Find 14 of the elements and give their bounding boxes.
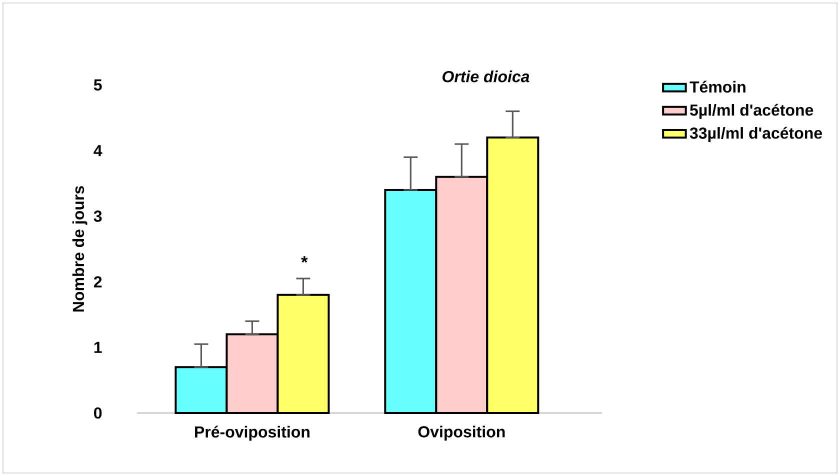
y-tick-label: 0 [94,407,102,419]
y-tick-label: 3 [94,210,102,222]
y-tick-label: 1 [94,342,102,353]
legend-label: 5µl/ml d'acétone [690,104,814,119]
annotation: * [301,256,308,263]
chart-title: Ortie dioica [442,70,530,82]
legend-label: 33µl/ml d'acétone [690,126,822,142]
legend-label: Témoin [690,80,746,93]
y-axis-title: Nombre de jours [72,186,88,312]
x-tick-label: Pré-oviposition [195,426,310,441]
y-tick-label: 2 [94,276,102,288]
x-tick-label: Oviposition [418,426,505,441]
y-tick-label: 5 [94,79,102,91]
y-tick-label: 4 [94,145,102,156]
